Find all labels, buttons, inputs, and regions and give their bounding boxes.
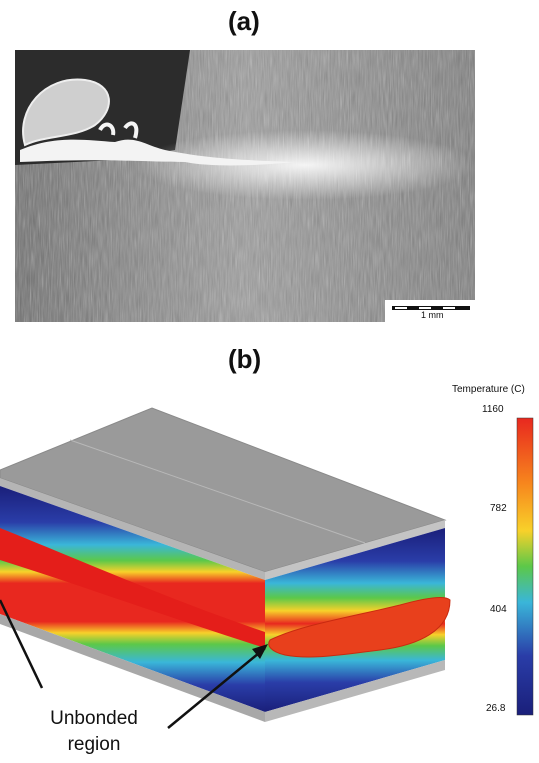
panel-a-label: (a) (228, 6, 260, 36)
colorbar-tick-782: 782 (490, 503, 507, 514)
panel-b-label: (b) (228, 344, 262, 374)
unbonded-annotation-line1: Unbonded (50, 708, 138, 729)
colorbar-title: Temperature (C) (452, 384, 525, 395)
simulation-3d-view (0, 407, 534, 729)
scale-bar-label: 1 mm (421, 310, 444, 320)
colorbar-tick-404: 404 (490, 604, 507, 615)
colorbar-tick-max: 1160 (482, 404, 504, 415)
micrograph-image (15, 50, 475, 322)
unbonded-annotation-line2: region (67, 734, 121, 755)
colorbar-tick-min: 26.8 (486, 703, 506, 714)
